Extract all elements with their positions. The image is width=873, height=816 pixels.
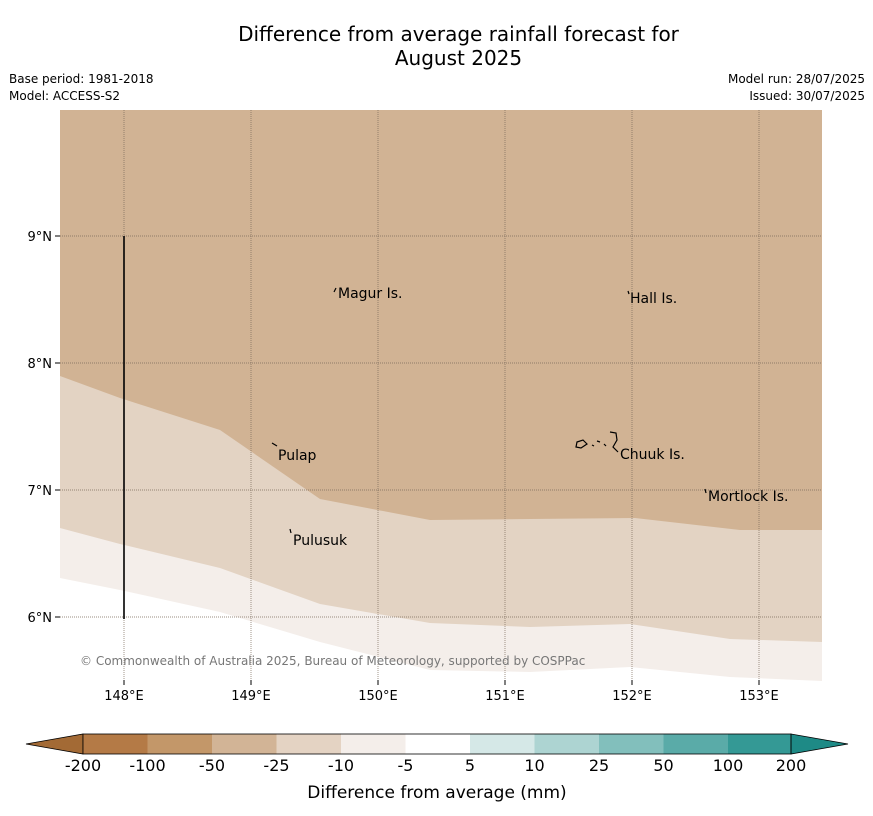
island-chuuk-mark	[575, 431, 619, 453]
colorbar-segment	[663, 734, 728, 754]
colorbar: -200 -100 -50 -25 -10 -5 5 10 25 50 100 …	[25, 733, 849, 803]
model-label: Model: ACCESS-S2	[9, 89, 121, 103]
island-magur-mark	[333, 287, 337, 293]
lat-axis: 9°N 8°N 7°N 6°N	[28, 230, 60, 626]
colorbar-segment	[534, 734, 599, 754]
place-label-magur: Magur Is.	[338, 286, 403, 302]
colorbar-segment	[212, 734, 277, 754]
island-hall-mark	[627, 290, 630, 295]
lat-tick-7n: 7°N	[28, 484, 53, 499]
colorbar-tick: -100	[129, 756, 165, 775]
colorbar-tick: -50	[199, 756, 225, 775]
colorbar-label: Difference from average (mm)	[307, 783, 566, 803]
colorbar-segment	[599, 734, 664, 754]
colorbar-tick: -200	[65, 756, 101, 775]
colorbar-segment	[276, 734, 341, 754]
island-pulap-mark	[271, 442, 278, 447]
colorbar-tick: 100	[713, 756, 744, 775]
place-label-mortlock: Mortlock Is.	[708, 489, 788, 505]
colorbar-extend-high	[790, 733, 849, 755]
colorbar-segment	[341, 734, 406, 754]
map-title: Difference from average rainfall forecas…	[0, 22, 873, 70]
lon-tick-152e: 152°E	[612, 689, 652, 704]
anomaly-zone-minus50-to-minus25	[60, 110, 822, 530]
colorbar-extend-low	[25, 733, 84, 755]
place-label-pulap: Pulap	[278, 448, 317, 464]
island-mortlock-mark	[704, 488, 707, 494]
lat-tick-8n: 8°N	[28, 357, 53, 372]
lon-tick-151e: 151°E	[485, 689, 525, 704]
lat-tick-6n: 6°N	[28, 611, 53, 626]
lon-axis: 148°E 149°E 150°E 151°E 152°E 153°E	[104, 680, 779, 704]
colorbar-tick: 10	[524, 756, 544, 775]
issued-label: Issued: 30/07/2025	[749, 89, 865, 103]
colorbar-segment	[405, 734, 470, 754]
colorbar-segment	[83, 734, 148, 754]
colorbar-tick: 200	[776, 756, 807, 775]
colorbar-outline	[82, 733, 792, 755]
lat-tick-9n: 9°N	[28, 230, 53, 245]
place-label-hall: Hall Is.	[630, 291, 677, 307]
copyright-notice: © Commonwealth of Australia 2025, Bureau…	[80, 654, 585, 668]
lon-tick-150e: 150°E	[358, 689, 398, 704]
lon-tick-148e: 148°E	[104, 689, 144, 704]
colorbar-tick: 25	[589, 756, 609, 775]
lon-tick-149e: 149°E	[231, 689, 271, 704]
island-pulusuk-mark	[289, 528, 292, 534]
graticule	[60, 110, 822, 680]
colorbar-tick: -25	[263, 756, 289, 775]
place-label-pulusuk: Pulusuk	[293, 533, 348, 549]
meta-left: Base period: 1981-2018 Model: ACCESS-S2	[9, 71, 154, 105]
meta-right: Model run: 28/07/2025 Issued: 30/07/2025	[728, 71, 865, 105]
colorbar-tick: 5	[465, 756, 475, 775]
base-period-label: Base period: 1981-2018	[9, 72, 154, 86]
colorbar-tick: 50	[653, 756, 673, 775]
colorbar-segment	[470, 734, 535, 754]
colorbar-tick: -5	[398, 756, 414, 775]
colorbar-segment	[728, 734, 791, 754]
map-title-line1: Difference from average rainfall forecas…	[238, 22, 679, 46]
lon-tick-153e: 153°E	[739, 689, 779, 704]
colorbar-tick: -10	[328, 756, 354, 775]
colorbar-segment	[147, 734, 212, 754]
model-run-label: Model run: 28/07/2025	[727, 72, 865, 86]
island-marks	[271, 287, 707, 534]
map-title-line2: August 2025	[394, 46, 523, 70]
place-label-chuuk: Chuuk Is.	[620, 447, 685, 463]
